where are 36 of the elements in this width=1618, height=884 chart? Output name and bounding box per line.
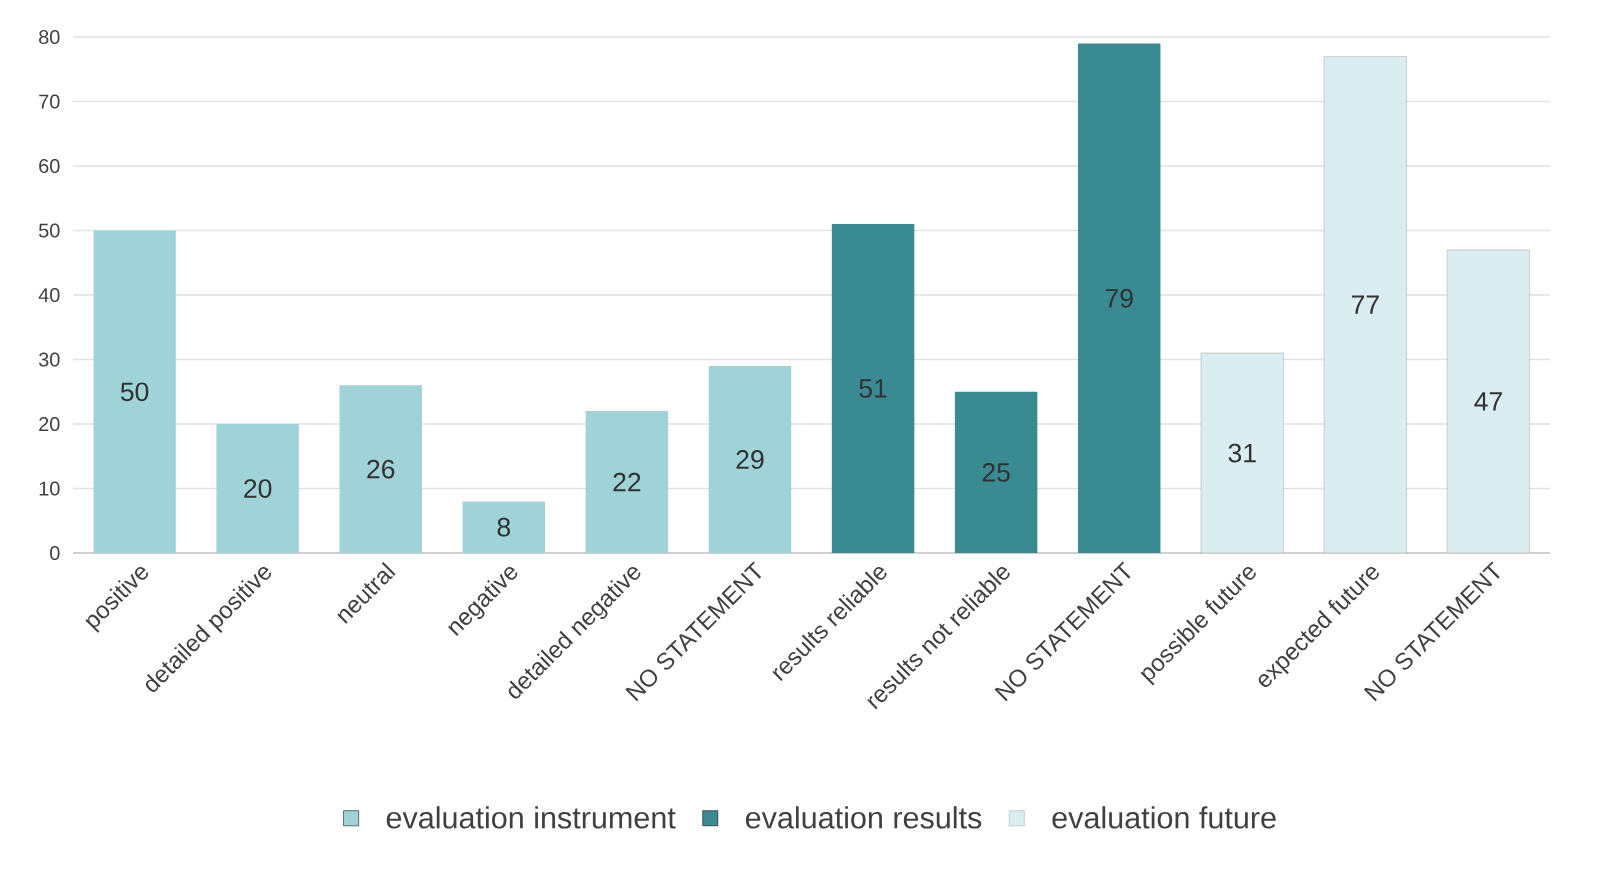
data-label: 31 [1228, 443, 1256, 463]
data-label: 26 [367, 459, 395, 479]
bar [708, 365, 792, 554]
bar [462, 501, 546, 554]
data-label: 51 [859, 379, 887, 398]
bar [585, 411, 669, 554]
y-tick-label: 50 [38, 223, 60, 238]
legend-label: evaluation future [1052, 806, 1276, 829]
bar [93, 230, 176, 554]
y-tick-label: 30 [38, 352, 60, 367]
data-label: 8 [497, 517, 511, 537]
bar [1200, 352, 1284, 554]
bar [954, 391, 1038, 554]
bar [1323, 56, 1407, 554]
y-tick-label: 60 [39, 158, 60, 174]
y-tick-label: 40 [38, 287, 60, 303]
data-label: 25 [982, 463, 1010, 482]
bar [1077, 43, 1161, 554]
data-label: 79 [1105, 288, 1133, 308]
data-label: 77 [1351, 295, 1379, 314]
legend-label: evaluation instrument [386, 806, 676, 829]
bar [339, 385, 422, 554]
y-tick-label: 20 [39, 416, 60, 432]
y-tick-label: 10 [39, 481, 60, 496]
bar [831, 224, 915, 554]
bar [216, 424, 299, 554]
data-label: 22 [613, 472, 641, 492]
data-label: 20 [244, 479, 272, 498]
y-tick-label: 0 [50, 545, 60, 561]
legend-label: evaluation results [745, 806, 982, 829]
y-tick-label: 70 [39, 94, 60, 109]
data-label: 29 [736, 450, 764, 469]
data-label: 50 [120, 382, 149, 402]
data-label: 47 [1474, 392, 1502, 411]
bar [1446, 249, 1530, 554]
y-tick-label: 80 [39, 29, 60, 45]
